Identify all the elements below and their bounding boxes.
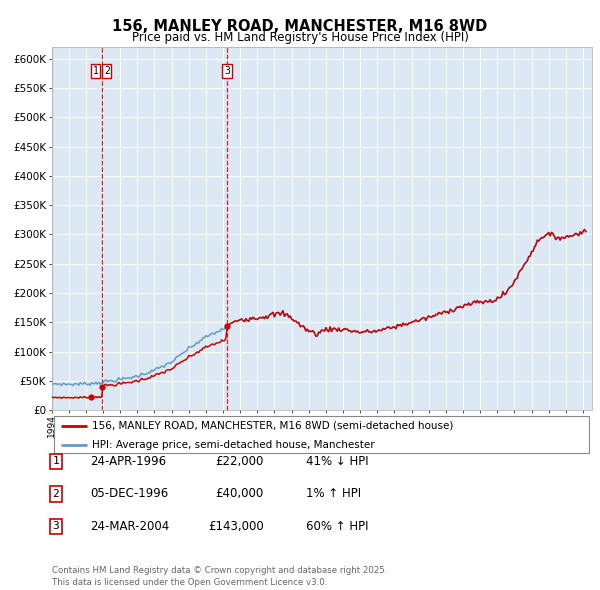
Text: £40,000: £40,000: [216, 487, 264, 500]
Text: 156, MANLEY ROAD, MANCHESTER, M16 8WD: 156, MANLEY ROAD, MANCHESTER, M16 8WD: [112, 19, 488, 34]
Text: 1: 1: [92, 66, 98, 76]
Text: 3: 3: [52, 522, 59, 531]
Text: 1% ↑ HPI: 1% ↑ HPI: [306, 487, 361, 500]
FancyBboxPatch shape: [54, 417, 589, 453]
Text: 41% ↓ HPI: 41% ↓ HPI: [306, 455, 368, 468]
Text: 156, MANLEY ROAD, MANCHESTER, M16 8WD (semi-detached house): 156, MANLEY ROAD, MANCHESTER, M16 8WD (s…: [92, 421, 454, 431]
Text: 2: 2: [52, 489, 59, 499]
Text: 1: 1: [52, 457, 59, 466]
Text: £22,000: £22,000: [215, 455, 264, 468]
Text: 3: 3: [224, 66, 230, 76]
Text: £143,000: £143,000: [208, 520, 264, 533]
Text: Price paid vs. HM Land Registry's House Price Index (HPI): Price paid vs. HM Land Registry's House …: [131, 31, 469, 44]
Text: Contains HM Land Registry data © Crown copyright and database right 2025.
This d: Contains HM Land Registry data © Crown c…: [52, 566, 387, 587]
Text: 60% ↑ HPI: 60% ↑ HPI: [306, 520, 368, 533]
Text: 05-DEC-1996: 05-DEC-1996: [90, 487, 168, 500]
Text: 24-MAR-2004: 24-MAR-2004: [90, 520, 169, 533]
Text: 24-APR-1996: 24-APR-1996: [90, 455, 166, 468]
Text: HPI: Average price, semi-detached house, Manchester: HPI: Average price, semi-detached house,…: [92, 440, 375, 450]
Text: 2: 2: [104, 66, 110, 76]
